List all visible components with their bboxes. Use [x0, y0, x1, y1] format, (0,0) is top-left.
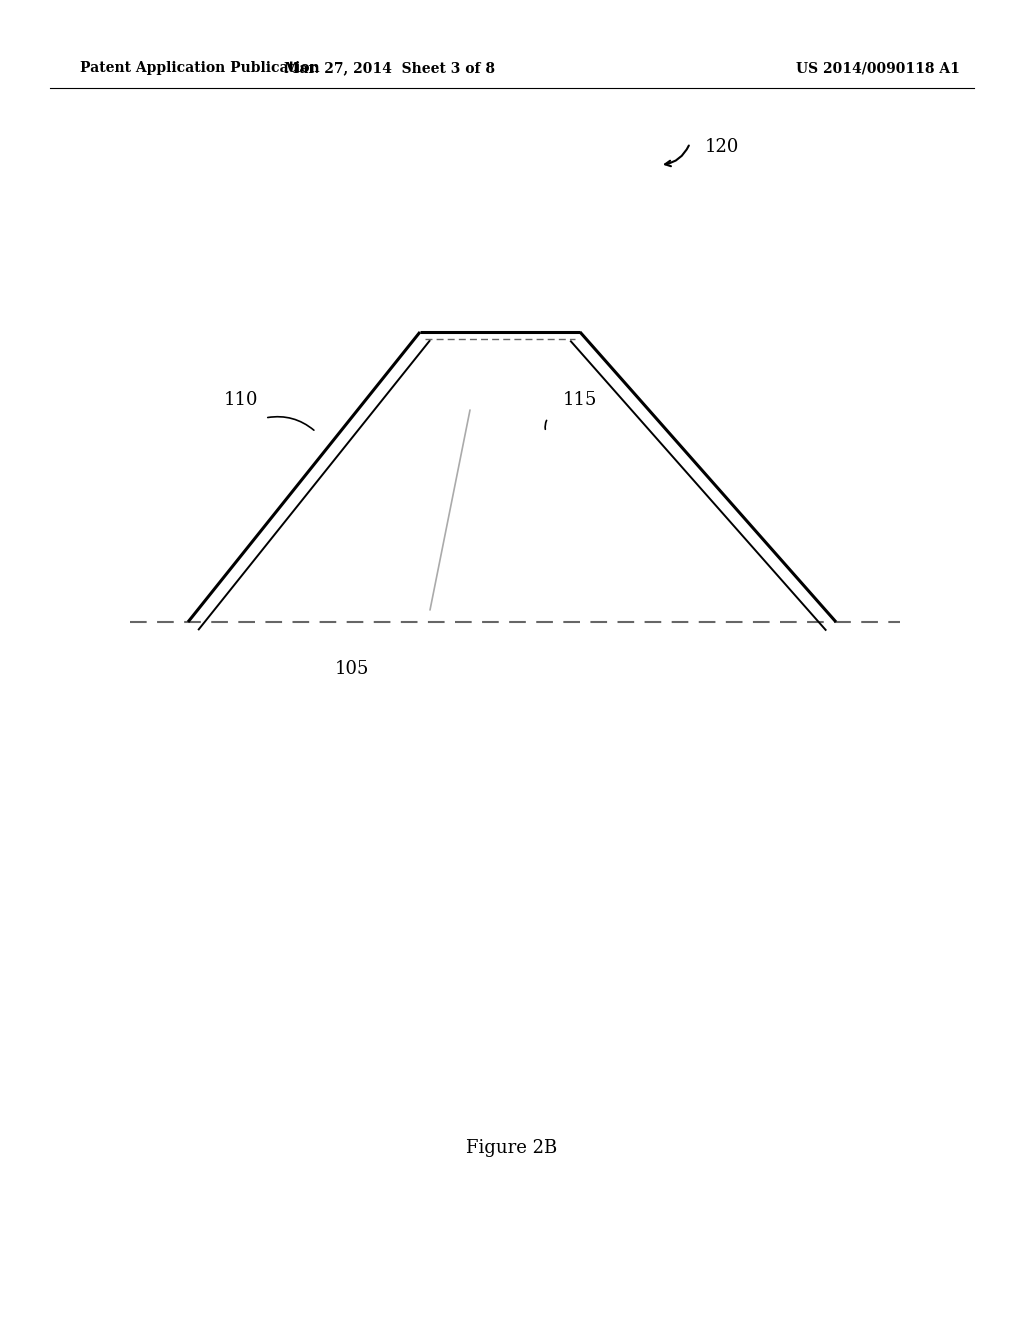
- Text: 110: 110: [223, 391, 258, 409]
- Text: 115: 115: [563, 391, 597, 409]
- Text: US 2014/0090118 A1: US 2014/0090118 A1: [796, 61, 961, 75]
- Text: Mar. 27, 2014  Sheet 3 of 8: Mar. 27, 2014 Sheet 3 of 8: [285, 61, 496, 75]
- Text: 105: 105: [335, 660, 370, 678]
- Text: Patent Application Publication: Patent Application Publication: [80, 61, 319, 75]
- Text: Figure 2B: Figure 2B: [466, 1139, 558, 1158]
- Text: 120: 120: [705, 139, 739, 156]
